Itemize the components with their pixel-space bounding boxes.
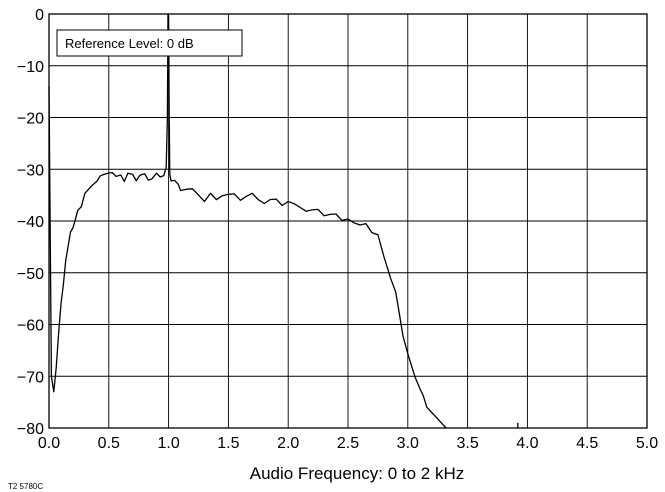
y-tick-label: −50 [17, 266, 44, 283]
x-tick-label: 3.5 [456, 435, 478, 452]
x-tick-label: 0.5 [98, 435, 120, 452]
x-tick-label: 2.0 [277, 435, 299, 452]
x-tick-labels: 0.0 0.5 1.0 1.5 2.0 2.5 3.0 3.5 4.0 4.5 5.0 [38, 435, 658, 452]
x-tick-label: 5.0 [636, 435, 658, 452]
x-axis-title: Audio Frequency: 0 to 2 kHz [250, 464, 465, 483]
x-tick-label: 3.0 [397, 435, 419, 452]
x-tick-label: 2.5 [337, 435, 359, 452]
x-tick-label: 1.5 [217, 435, 239, 452]
reference-level-box: Reference Level: 0 dB [56, 29, 243, 57]
x-tick-label: 4.0 [516, 435, 538, 452]
spectrum-series-line [48, 13, 447, 429]
grid-lines [49, 14, 647, 428]
reference-level-label: Reference Level: 0 dB [65, 36, 194, 51]
y-tick-label: −80 [17, 421, 44, 438]
x-tick-label: 4.5 [576, 435, 598, 452]
y-tick-label: −30 [17, 162, 44, 179]
x-tick-label: 0.0 [38, 435, 60, 452]
y-tick-labels: 0 −10 −20 −30 −40 −50 −60 −70 −80 [17, 7, 44, 438]
plot-frame [48, 13, 648, 429]
y-tick-label: −20 [17, 111, 44, 128]
y-tick-label: −70 [17, 369, 44, 386]
x-tick-label: 1.0 [157, 435, 179, 452]
y-tick-label: 0 [35, 7, 44, 24]
y-tick-label: −10 [17, 59, 44, 76]
y-tick-label: −60 [17, 318, 44, 335]
figure-footnote: T2 5780C [8, 482, 43, 491]
y-tick-label: −40 [17, 214, 44, 231]
